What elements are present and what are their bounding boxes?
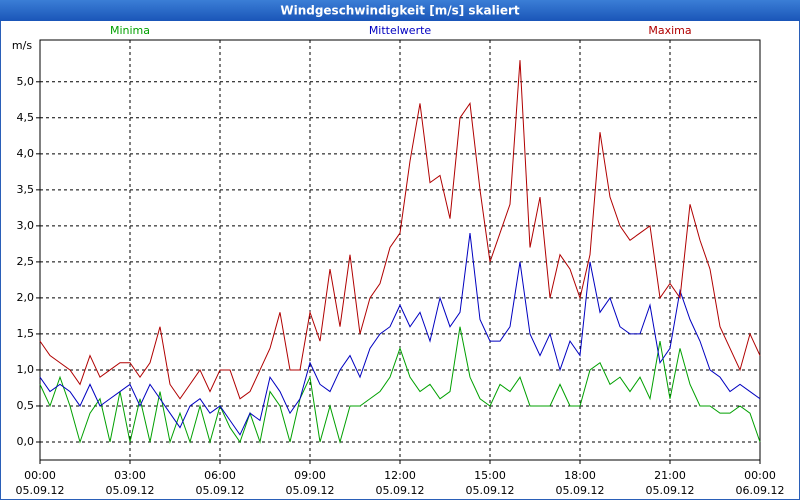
title-bar [0, 0, 800, 21]
x-tick-label: 03:00 [114, 469, 146, 482]
y-tick-label: 1,5 [17, 327, 35, 340]
legend-entry: Mittelwerte [369, 24, 432, 37]
series-line [39, 60, 761, 400]
chart-title: Windgeschwindigkeit [m/s] skaliert [280, 4, 520, 18]
y-tick-label: 3,0 [17, 219, 35, 232]
y-tick-label: 2,0 [17, 291, 35, 304]
y-tick-label: 0,5 [17, 399, 35, 412]
x-tick-label: 00:00 [744, 469, 776, 482]
x-tick-date: 05.09.12 [646, 484, 695, 497]
x-tick-date: 05.09.12 [466, 484, 515, 497]
y-tick-label: 0,0 [17, 435, 35, 448]
legend-entry: Minima [110, 24, 150, 37]
y-tick-label: 3,5 [17, 183, 35, 196]
y-axis-label: m/s [12, 39, 32, 52]
legend-entry: Maxima [648, 24, 691, 37]
series-line [39, 326, 761, 444]
y-tick-label: 1,0 [17, 363, 35, 376]
x-tick-label: 00:00 [24, 469, 56, 482]
series-line [39, 233, 761, 436]
y-tick-label: 2,5 [17, 255, 35, 268]
y-tick-label: 5,0 [17, 75, 35, 88]
x-tick-date: 05.09.12 [16, 484, 65, 497]
x-tick-date: 05.09.12 [196, 484, 245, 497]
x-tick-date: 05.09.12 [106, 484, 155, 497]
x-tick-label: 18:00 [564, 469, 596, 482]
x-tick-label: 21:00 [654, 469, 686, 482]
x-tick-label: 15:00 [474, 469, 506, 482]
y-tick-label: 4,0 [17, 147, 35, 160]
x-tick-date: 06.09.12 [736, 484, 785, 497]
x-tick-label: 12:00 [384, 469, 416, 482]
x-tick-date: 05.09.12 [286, 484, 335, 497]
x-tick-label: 06:00 [204, 469, 236, 482]
x-tick-label: 09:00 [294, 469, 326, 482]
y-tick-label: 4,5 [17, 111, 35, 124]
x-tick-date: 05.09.12 [556, 484, 605, 497]
x-tick-date: 05.09.12 [376, 484, 425, 497]
